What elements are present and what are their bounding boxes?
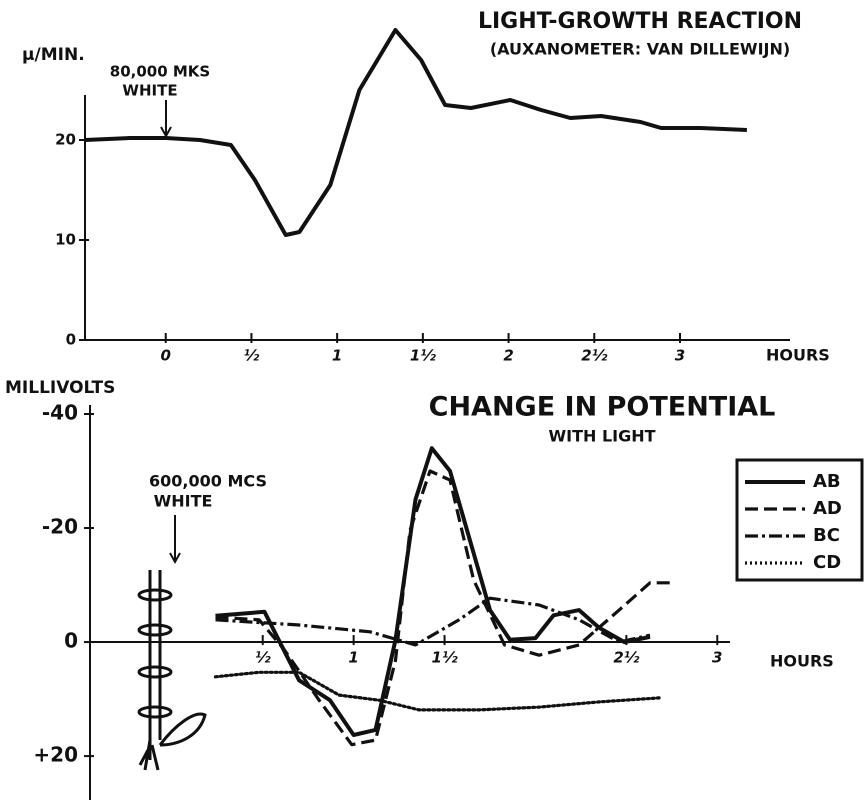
chart-0: LIGHT-GROWTH REACTION (AUXANOMETER: VAN D… — [22, 9, 830, 365]
x-tick-label: 3 — [712, 649, 722, 667]
y-tick-label: -20 — [42, 515, 78, 539]
chart-title: LIGHT-GROWTH REACTION — [478, 9, 802, 34]
legend-label: AD — [813, 498, 842, 519]
x-tick-label: 3 — [675, 347, 685, 365]
y-tick-label: +20 — [33, 743, 78, 767]
chart-1: CHANGE IN POTENTIAL WITH LIGHT MILLIVOLTS H… — [5, 378, 864, 800]
x-tick-label: 1 — [348, 649, 358, 667]
x-tick-label: ½ — [255, 649, 271, 667]
y-tick-label: 10 — [55, 231, 76, 249]
legend-label: CD — [813, 552, 841, 573]
legend-label: BC — [813, 525, 840, 546]
annotation: WHITE — [154, 492, 213, 511]
x-tick-label: 1½ — [432, 649, 458, 667]
x-axis-label: HOURS — [770, 652, 834, 671]
legend-label: AB — [813, 471, 841, 492]
chart-subtitle: (AUXANOMETER: VAN DILLEWIJN) — [490, 40, 790, 59]
annotation: 600,000 MCS — [149, 472, 267, 491]
annotation: 80,000 MKS — [110, 63, 210, 81]
x-tick-label: 2 — [503, 347, 513, 365]
plant-sketch — [137, 570, 207, 771]
chart-subtitle: WITH LIGHT — [548, 427, 655, 446]
chart-title: CHANGE IN POTENTIAL — [429, 392, 776, 423]
x-tick-label: ½ — [244, 347, 260, 365]
y-tick-label: 20 — [55, 131, 76, 149]
data-line — [85, 28, 747, 237]
x-axis-label: HOURS — [766, 346, 830, 365]
x-tick-label: 1 — [332, 347, 342, 365]
x-tick-label: 2½ — [613, 649, 639, 667]
data-line — [215, 596, 651, 647]
y-tick-label: -40 — [42, 401, 78, 425]
x-tick-label: 2½ — [581, 347, 607, 365]
x-tick-label: 1½ — [410, 347, 436, 365]
y-axis-label: MILLIVOLTS — [5, 378, 115, 398]
x-tick-label: 0 — [160, 347, 170, 365]
annotation: WHITE — [122, 82, 177, 100]
data-line — [215, 469, 674, 747]
arrow-head — [169, 552, 181, 565]
y-axis-label: μ/MIN. — [22, 45, 85, 65]
arrow-head — [160, 126, 172, 139]
y-tick-label: 0 — [66, 331, 76, 349]
data-line — [215, 446, 651, 737]
y-tick-label: 0 — [64, 629, 78, 653]
data-line — [213, 670, 661, 712]
legend-box — [735, 458, 864, 582]
